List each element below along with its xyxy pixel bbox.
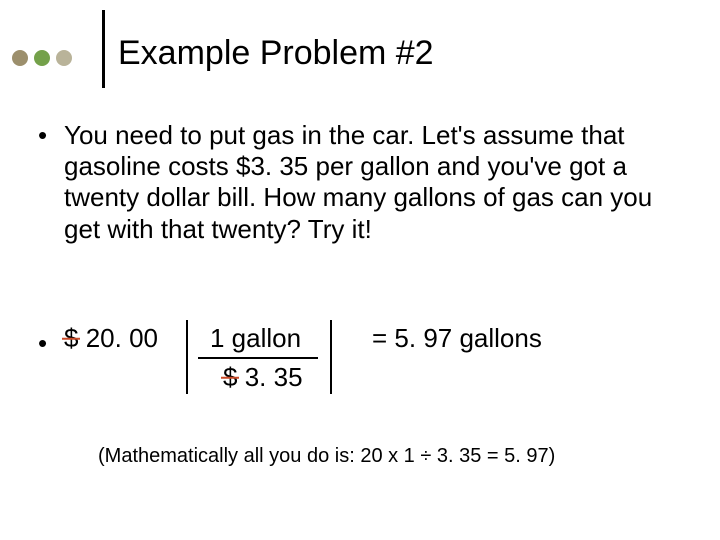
bullet-item: You need to put gas in the car. Let's as… [38,120,678,245]
amount-value: 3. 35 [245,362,303,392]
fraction-divider [186,320,188,394]
value-twenty: $ 20. 00 [64,323,158,354]
header-divider [102,10,105,88]
header-dots [12,50,72,66]
numerator-one-gallon: 1 gallon [210,323,301,354]
strike-line [62,337,80,340]
denominator-price: $ 3. 35 [223,362,303,393]
dot-icon [34,50,50,66]
bullet-list: You need to put gas in the car. Let's as… [38,120,678,267]
dimensional-analysis: • $ 20. 00 1 gallon $ 3. 35 = 5. 97 gall… [38,320,678,410]
strike-line [221,376,239,379]
slide-title: Example Problem #2 [118,34,434,73]
fraction-bar [198,357,318,359]
bullet-marker: • [38,328,47,359]
dot-icon [12,50,28,66]
slide: Example Problem #2 You need to put gas i… [0,0,720,540]
result-value: = 5. 97 gallons [372,323,542,354]
dot-icon [56,50,72,66]
amount-value: 20. 00 [86,323,158,353]
footnote-text: (Mathematically all you do is: 20 x 1 ÷ … [98,445,555,468]
fraction-divider [330,320,332,394]
